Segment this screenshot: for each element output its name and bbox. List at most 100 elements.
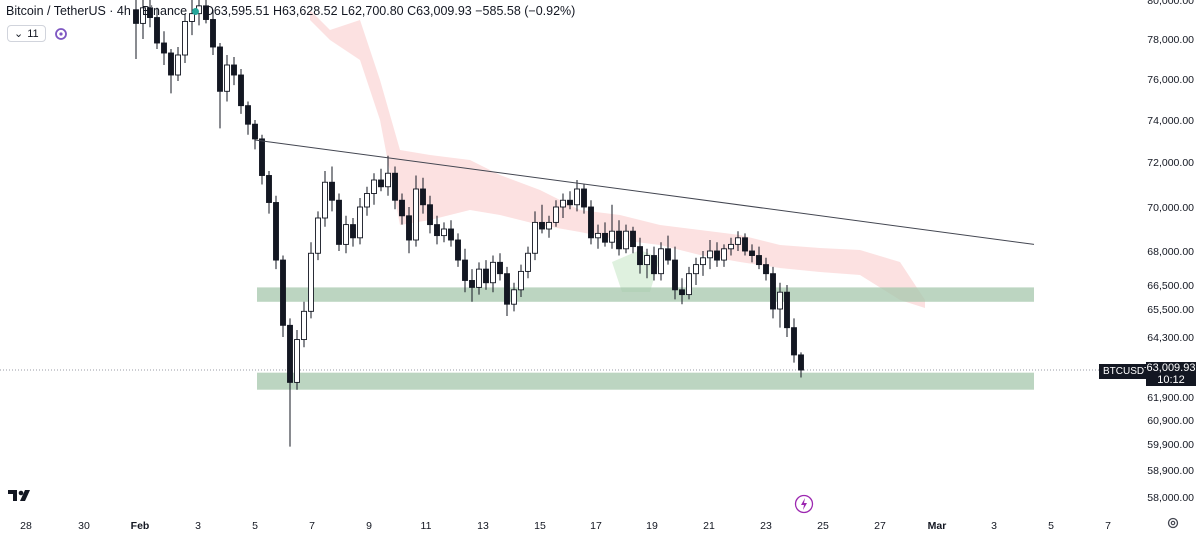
- indicators-toggle-button[interactable]: ⌄ 11: [7, 25, 46, 42]
- candle-body-up: [511, 289, 517, 305]
- candle-body-down: [651, 255, 657, 275]
- candle: [511, 282, 517, 312]
- candle: [770, 266, 776, 319]
- time-tick-label: 21: [703, 520, 715, 532]
- lightning-icon[interactable]: [794, 494, 814, 514]
- candle-body-up: [476, 268, 482, 288]
- candle-body-up: [735, 237, 741, 245]
- candle-body-up: [518, 270, 524, 291]
- price-tick-label: 80,000.00: [1147, 0, 1194, 7]
- candle: [161, 31, 167, 65]
- candle-body-up: [777, 291, 783, 310]
- candle-body-down: [329, 181, 335, 201]
- time-tick-label: 30: [78, 520, 90, 532]
- candle: [525, 246, 531, 279]
- candle: [329, 166, 335, 212]
- last-price-tag: 63,009.93 10:12: [1146, 362, 1196, 386]
- candle-body-up: [294, 339, 300, 383]
- candle: [602, 222, 608, 247]
- candle-body-up: [707, 250, 713, 259]
- candle: [182, 13, 188, 63]
- candle-body-down: [245, 105, 251, 125]
- price-tick-label: 58,900.00: [1147, 465, 1194, 477]
- candle-body-up: [728, 243, 734, 250]
- candle: [252, 120, 258, 150]
- candle: [742, 233, 748, 256]
- price-tick-label: 60,900.00: [1147, 415, 1194, 427]
- candle-body-down: [756, 255, 762, 266]
- time-tick-label: 17: [590, 520, 602, 532]
- time-tick-label: 7: [309, 520, 315, 532]
- refresh-icon[interactable]: [54, 27, 68, 41]
- candle: [455, 233, 461, 267]
- price-tick-label: 72,000.00: [1147, 157, 1194, 169]
- candle: [441, 222, 447, 243]
- candle-body-down: [287, 324, 293, 383]
- candle: [476, 262, 482, 295]
- candle: [343, 215, 349, 254]
- candle-body-up: [224, 64, 230, 92]
- candle: [294, 330, 300, 390]
- candle-body-up: [560, 199, 566, 208]
- candle-body-down: [133, 9, 139, 24]
- candle-body-down: [154, 17, 160, 44]
- indicators-count: 11: [27, 27, 39, 40]
- price-tick-label: 74,000.00: [1147, 115, 1194, 127]
- ohlc-high: H63,628.52: [272, 4, 338, 18]
- candle: [630, 226, 636, 254]
- tradingview-logo-icon[interactable]: [8, 488, 36, 504]
- candle: [462, 248, 468, 293]
- candle-body-down: [420, 188, 426, 206]
- candle-body-down: [399, 199, 405, 217]
- candle-body-down: [406, 215, 412, 241]
- support-zone-2[interactable]: [257, 372, 1034, 390]
- candle-body-down: [448, 228, 454, 241]
- candle: [280, 255, 286, 337]
- candle-body-down: [462, 259, 468, 281]
- gear-icon[interactable]: [1166, 516, 1180, 530]
- symbol-price-tag: BTCUSDT: [1099, 364, 1155, 379]
- candle: [224, 55, 230, 102]
- candle-body-down: [231, 64, 237, 76]
- candle: [763, 257, 769, 281]
- candle-body-up: [532, 221, 538, 254]
- candle: [364, 186, 370, 216]
- descending-trendline[interactable]: [254, 139, 1035, 245]
- candle-body-up: [308, 252, 314, 312]
- candle: [686, 266, 692, 300]
- price-tick-label: 64,300.00: [1147, 332, 1194, 344]
- support-zone-1[interactable]: [257, 287, 1034, 302]
- candle: [728, 237, 734, 256]
- ohlc-low: L62,700.80: [341, 4, 404, 18]
- candle-body-down: [266, 175, 272, 203]
- candle: [357, 198, 363, 245]
- time-tick-label: 19: [646, 520, 658, 532]
- candle: [448, 220, 454, 247]
- candle: [287, 318, 293, 447]
- candle-body-up: [385, 172, 391, 188]
- time-tick-label: Mar: [928, 520, 947, 532]
- candle: [336, 193, 342, 251]
- candle: [798, 352, 804, 378]
- bar-countdown: 10:12: [1157, 374, 1185, 386]
- candle: [273, 195, 279, 270]
- time-tick-label: 3: [195, 520, 201, 532]
- candle-body-down: [259, 138, 265, 176]
- candle: [721, 244, 727, 267]
- candle-body-up: [322, 181, 328, 219]
- candle-body-down: [238, 74, 244, 107]
- ohlc-open: O63,595.51: [204, 4, 270, 18]
- candle: [392, 166, 398, 210]
- candle-body-up: [686, 273, 692, 296]
- candle-body-up: [357, 206, 363, 239]
- candle-body-up: [658, 248, 664, 275]
- candle: [574, 180, 580, 212]
- candle: [231, 57, 237, 86]
- candle: [133, 0, 139, 59]
- candle: [504, 266, 510, 316]
- candle: [539, 204, 545, 234]
- price-tick-label: 76,000.00: [1147, 74, 1194, 86]
- price-tick-label: 61,900.00: [1147, 392, 1194, 404]
- bearish-cloud: [310, 10, 925, 308]
